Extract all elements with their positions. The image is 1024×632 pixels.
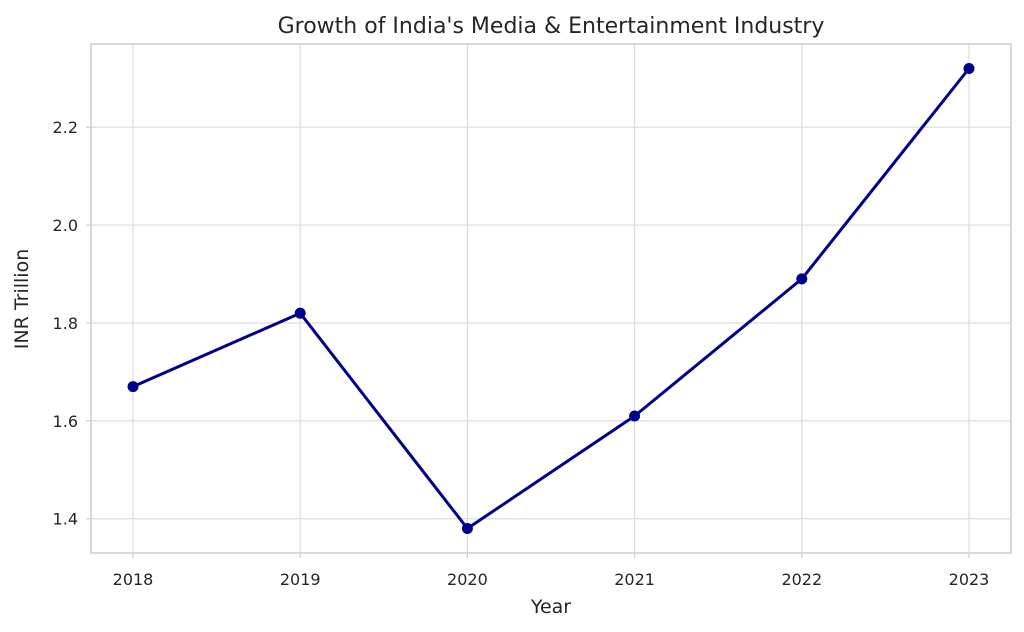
y-axis-label: INR Trillion <box>11 249 33 349</box>
y-tick-label: 1.6 <box>53 412 78 431</box>
data-point <box>796 273 808 285</box>
x-tick-label: 2021 <box>614 570 655 589</box>
data-point <box>461 523 473 535</box>
x-tick-label: 2022 <box>781 570 822 589</box>
x-tick-label: 2018 <box>113 570 154 589</box>
x-axis-label: Year <box>530 596 571 618</box>
data-point <box>127 381 139 393</box>
x-tick-label: 2019 <box>280 570 321 589</box>
data-point <box>629 410 641 422</box>
x-tick-label: 2023 <box>949 570 990 589</box>
x-tick-label: 2020 <box>447 570 488 589</box>
x-axis-ticks: 2018 2019 2020 2021 2022 2023 <box>113 553 990 589</box>
plot-frame <box>90 43 1012 554</box>
y-tick-label: 2.0 <box>53 216 78 235</box>
data-point <box>294 307 306 319</box>
series-markers <box>127 62 975 535</box>
series-line <box>131 67 971 530</box>
y-axis-ticks: 1.4 1.6 1.8 2.0 2.2 <box>53 118 91 529</box>
chart-title: Growth of India's Media & Entertainment … <box>278 14 825 39</box>
data-point <box>963 62 975 74</box>
y-tick-label: 1.8 <box>53 314 78 333</box>
y-tick-label: 2.2 <box>53 118 78 137</box>
grid-lines <box>91 44 1011 553</box>
y-tick-label: 1.4 <box>53 510 78 529</box>
